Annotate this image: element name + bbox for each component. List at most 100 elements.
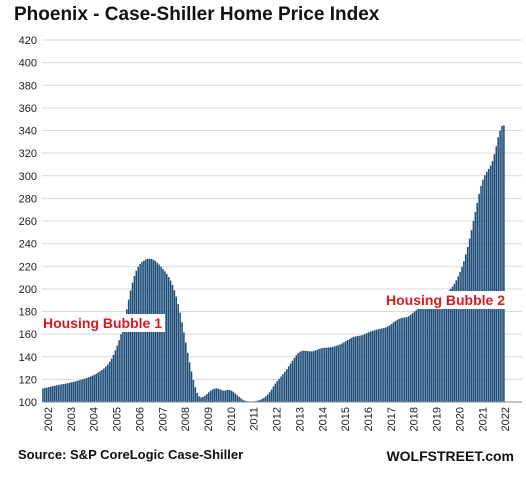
x-tick-label: 2006 — [134, 407, 146, 431]
bar — [232, 391, 235, 402]
bar — [409, 314, 412, 402]
bar — [59, 384, 61, 402]
bar — [261, 398, 263, 402]
y-tick-label: 100 — [19, 397, 37, 409]
bar — [468, 238, 471, 402]
bar — [499, 130, 501, 402]
bar — [423, 306, 425, 402]
bar — [485, 171, 488, 402]
bar — [318, 348, 320, 402]
bar — [299, 351, 301, 402]
bar — [333, 346, 336, 402]
bar — [112, 354, 115, 402]
bar — [451, 286, 454, 402]
axes: 100 120 140 160 180 200 220 240 260 280 300 320 340 3… — [19, 35, 522, 431]
x-tick-label: 2019 — [432, 407, 444, 431]
bar — [133, 275, 136, 402]
y-tick-label: 400 — [19, 58, 37, 70]
bar — [226, 389, 229, 402]
bar — [350, 337, 353, 402]
x-tick-label: 2020 — [454, 407, 466, 431]
bar — [491, 161, 494, 402]
x-tick-label: 2002 — [43, 407, 55, 431]
bar — [47, 387, 50, 402]
bar — [463, 261, 465, 402]
bar — [440, 295, 442, 402]
bar — [44, 387, 46, 402]
bar — [118, 340, 120, 402]
bar — [325, 347, 328, 402]
bar — [162, 268, 164, 402]
bar — [402, 317, 404, 402]
bar — [131, 282, 134, 402]
bar — [362, 334, 364, 402]
y-tick-label: 140 — [19, 352, 37, 364]
bar — [453, 283, 456, 402]
bar — [240, 398, 242, 402]
bar — [105, 366, 107, 402]
bar — [285, 369, 288, 402]
x-tick-label: 2003 — [66, 407, 78, 431]
bar — [186, 352, 189, 402]
bar — [49, 386, 52, 402]
bar — [139, 263, 141, 402]
bar — [120, 334, 122, 403]
bar — [190, 371, 193, 402]
bar — [392, 322, 395, 402]
bar — [198, 396, 200, 402]
bar — [244, 400, 246, 402]
bar — [346, 340, 349, 402]
bar — [202, 396, 204, 402]
bar-series — [42, 125, 505, 403]
bar — [482, 179, 484, 402]
bar — [352, 337, 355, 402]
bar — [337, 345, 339, 402]
bar — [379, 328, 381, 402]
bar — [116, 345, 119, 402]
bar — [470, 230, 473, 402]
bar — [400, 318, 402, 402]
annotation-housing-bubble-2: Housing Bubble 2 — [383, 291, 508, 309]
y-tick-label: 380 — [19, 80, 37, 92]
bar — [268, 392, 271, 402]
bar — [78, 380, 80, 402]
bar — [209, 390, 212, 402]
bar — [167, 277, 170, 402]
y-tick-label: 300 — [19, 171, 37, 183]
x-tick-label: 2015 — [340, 407, 352, 431]
bar — [312, 351, 315, 402]
x-tick-label: 2005 — [112, 407, 124, 431]
bar — [255, 400, 258, 402]
bar — [282, 374, 284, 402]
bar — [183, 332, 185, 402]
bar — [124, 318, 126, 402]
bar — [297, 353, 299, 402]
bar — [369, 331, 372, 402]
bar — [329, 347, 332, 402]
bar — [82, 379, 84, 402]
bar — [284, 371, 286, 402]
bar — [213, 388, 216, 402]
bar — [265, 396, 267, 402]
y-tick-label: 160 — [19, 329, 37, 341]
bar — [438, 297, 440, 402]
bar — [63, 383, 65, 402]
bar — [257, 400, 259, 402]
bar — [215, 388, 218, 402]
bar — [388, 325, 391, 402]
bar — [487, 168, 490, 402]
bar — [421, 307, 423, 402]
bar — [204, 395, 206, 402]
x-tick-label: 2010 — [226, 407, 238, 431]
bar — [322, 347, 324, 402]
bar — [194, 387, 197, 402]
bar — [310, 351, 313, 402]
bar — [343, 342, 345, 402]
bar — [301, 350, 303, 402]
y-tick-label: 120 — [19, 374, 37, 386]
bar — [192, 379, 195, 402]
bar — [93, 374, 96, 402]
bar — [348, 338, 351, 402]
bar — [234, 393, 237, 402]
bar — [137, 266, 139, 402]
